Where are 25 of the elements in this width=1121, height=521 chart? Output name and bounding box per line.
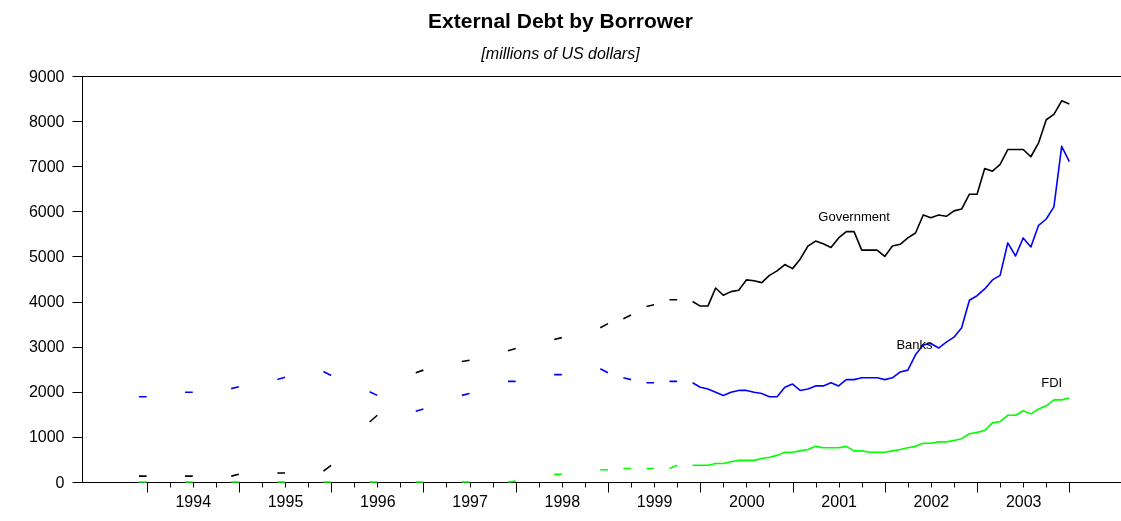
x-tick-label: 2002: [913, 492, 950, 510]
x-tick-label: 2000: [729, 492, 765, 510]
chart-title: External Debt by Borrower: [428, 9, 693, 32]
series-label: Government: [818, 208, 891, 224]
x-tick-label: 2001: [821, 492, 858, 510]
y-tick-label: 6000: [28, 202, 65, 220]
chart-subtitle: [millions of US dollars]: [480, 45, 641, 62]
series-label: Banks: [896, 337, 934, 353]
y-tick-label: 9000: [28, 67, 65, 85]
x-tick-label: 1998: [544, 492, 581, 510]
y-tick-label: 0: [55, 473, 65, 491]
x-tick-label: 1996: [359, 492, 396, 510]
y-tick-label: 5000: [28, 247, 65, 265]
y-tick-label: 7000: [28, 157, 65, 175]
x-tick-label: 2003: [1005, 492, 1042, 510]
x-tick-label: 1994: [175, 492, 212, 510]
y-tick-label: 2000: [28, 383, 65, 401]
x-tick-label: 1997: [452, 492, 488, 510]
series-label: FDI: [1041, 374, 1063, 390]
x-tick-label: 1999: [636, 492, 673, 510]
y-tick-label: 4000: [28, 293, 65, 311]
y-tick-label: 8000: [28, 112, 65, 130]
x-tick-label: 1995: [267, 492, 304, 510]
y-tick-label: 1000: [28, 428, 65, 446]
y-tick-label: 3000: [28, 338, 65, 356]
